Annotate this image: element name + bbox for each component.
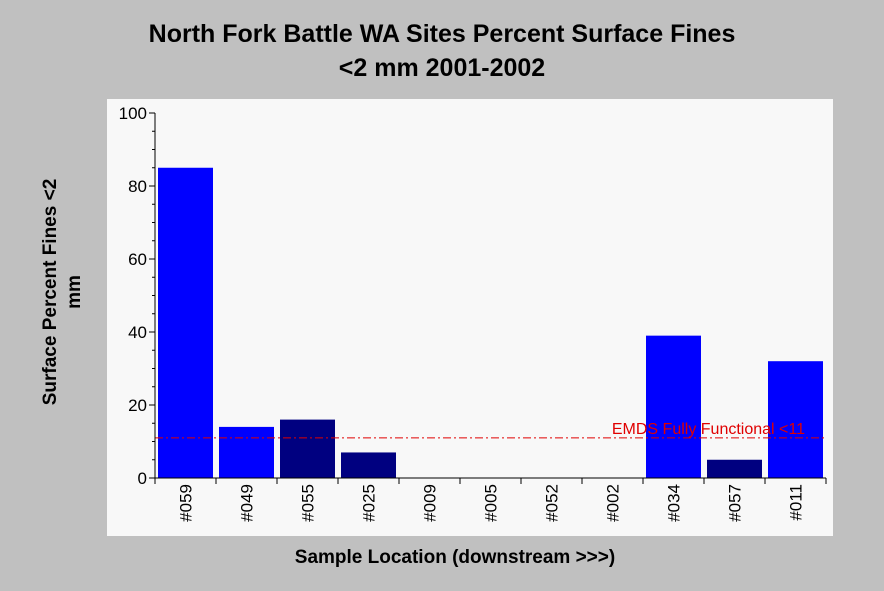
bar-057 [707, 459, 762, 478]
x-axis-label: Sample Location (downstream >>>) [294, 547, 616, 568]
x-tick-label-005: #005 [482, 484, 501, 522]
bars-group [158, 167, 823, 478]
y-tick-label: 40 [128, 323, 147, 342]
chart-title-line-1: North Fork Battle WA Sites Percent Surfa… [148, 20, 736, 48]
bar-049 [219, 426, 274, 478]
x-tick-label-049: #049 [238, 484, 257, 522]
x-tick-label-052: #052 [543, 484, 562, 522]
bar-034 [646, 335, 701, 478]
y-tick-label: 60 [128, 250, 147, 269]
x-ticks-group: #059 #049 #055 #025 #009 #005 #052 #002 #034 #057… [154, 478, 827, 522]
y-ticks-group: 0 20 40 60 80 100 [119, 104, 155, 488]
y-tick-label: 20 [128, 396, 147, 415]
x-tick-label-057: #057 [726, 484, 745, 522]
bar-025 [341, 452, 396, 478]
reference-line-label: EMDS Fully Functional <11 [612, 421, 805, 438]
x-tick-label-034: #034 [665, 484, 684, 522]
bar-011 [768, 361, 823, 478]
reference-line-group: EMDS Fully Functional <11 [155, 421, 826, 439]
x-tick-label-011: #011 [787, 484, 806, 521]
y-tick-label: 100 [119, 104, 147, 123]
x-tick-label-025: #025 [360, 484, 379, 522]
chart-title-line-2: <2 mm 2001-2002 [338, 54, 546, 82]
y-tick-label: 80 [128, 177, 147, 196]
x-tick-label-002: #002 [604, 484, 623, 522]
x-tick-label-009: #009 [421, 484, 440, 522]
y-tick-label: 0 [138, 469, 147, 488]
x-tick-label-055: #055 [299, 484, 318, 522]
x-tick-label-059: #059 [177, 484, 196, 522]
bar-055 [280, 419, 335, 478]
bar-059 [158, 167, 213, 478]
